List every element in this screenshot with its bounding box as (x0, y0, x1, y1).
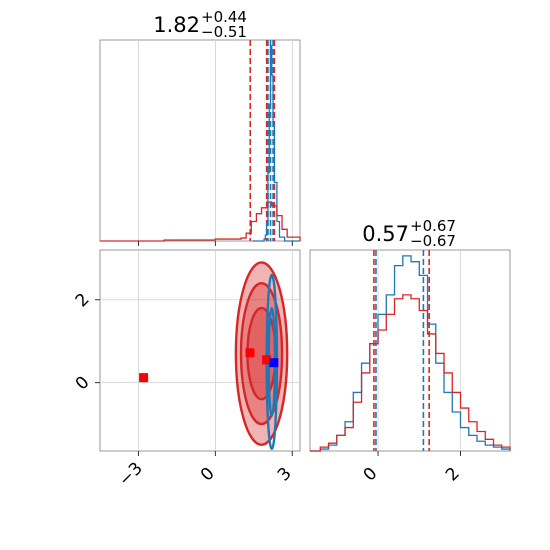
marginal-x-title-lower: −0.51 (201, 23, 247, 41)
joint-contour-0-1 (239, 281, 284, 426)
joint-points (139, 348, 279, 383)
marginal-x-panel: 1.82 +0.44 −0.51 (99, 8, 301, 246)
marginal-x-ticks (137, 241, 293, 246)
marginal-x-title-value: 1.82 (153, 13, 200, 37)
marginal-x-grid (138, 40, 293, 241)
marginal-y-tick-label-x-0: 0 (360, 464, 382, 486)
marginal-y-histograms (310, 255, 511, 452)
joint-contours (234, 261, 289, 451)
marginal-x-series-0 (252, 45, 300, 242)
marginal-x-series-1 (100, 201, 301, 242)
marginal-y-series-1 (310, 294, 511, 452)
marginal-y-series-0 (310, 255, 511, 452)
marginal-y-title-lower: −0.67 (410, 232, 456, 250)
joint-tick-label-y-0: 0 (72, 372, 94, 394)
joint-point-2 (262, 355, 272, 365)
marginal-x-title-upper: +0.44 (201, 8, 247, 26)
marginal-y-quantile-lines (373, 250, 430, 451)
joint-tick-label-y-1: 2 (72, 290, 94, 312)
marginal-x-histograms (100, 45, 301, 242)
joint-point-3 (269, 358, 279, 368)
marginal-y-title-upper: +0.67 (410, 217, 456, 235)
marginal-y-frame (309, 249, 511, 452)
joint-tick-label-x-1: 0 (197, 464, 219, 486)
joint-tick-label-x-2: 3 (274, 464, 296, 486)
joint-tick-label-x-0: −3 (115, 459, 147, 491)
marginal-y-tick-label-x-1: 2 (442, 464, 464, 486)
joint-panel: −3 0 3 0 2 (72, 249, 301, 491)
joint-point-1 (245, 348, 255, 358)
marginal-y-title-value: 0.57 (362, 222, 409, 246)
joint-point-0 (139, 373, 149, 383)
